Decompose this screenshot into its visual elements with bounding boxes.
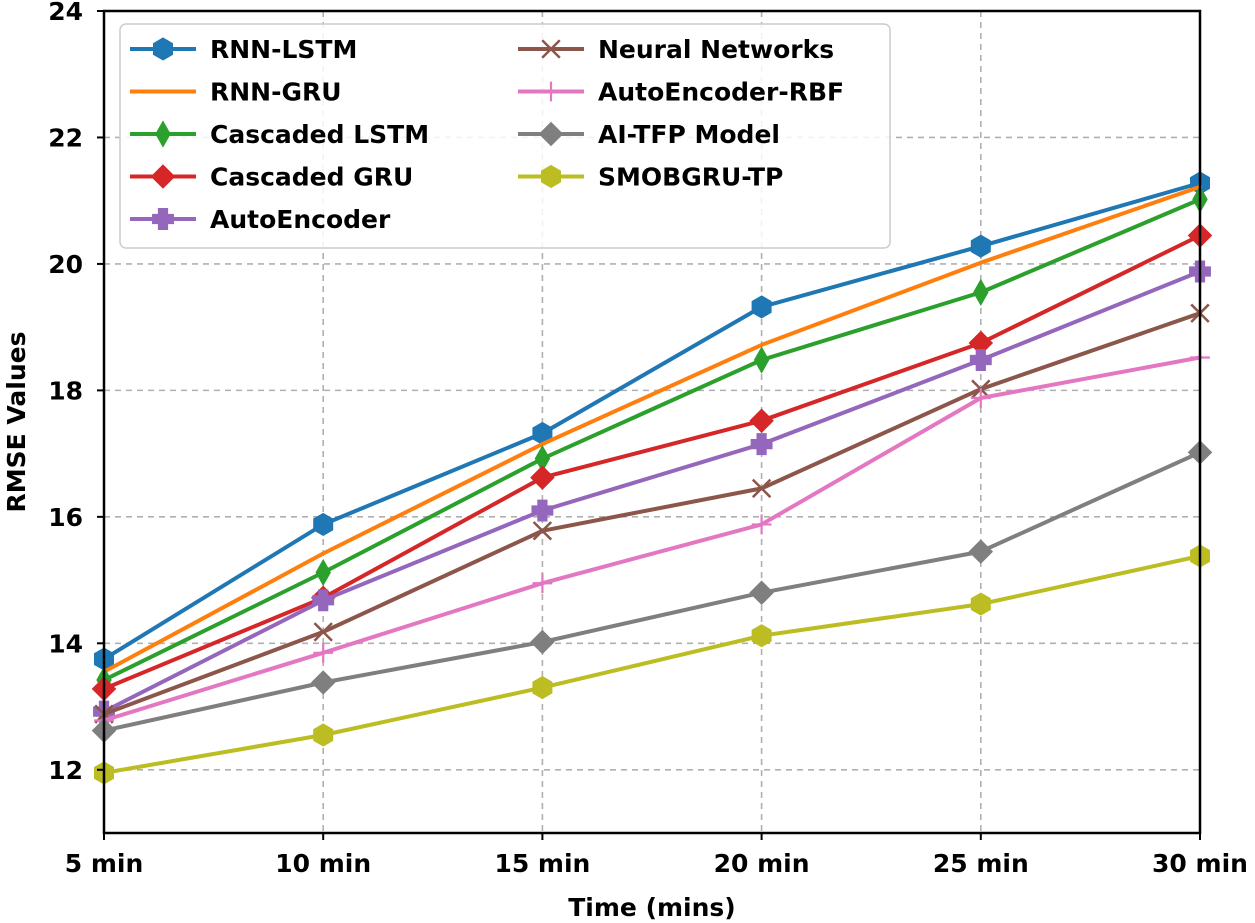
series-line: [102, 269, 1202, 714]
x-tick-label: 30 min: [1152, 849, 1248, 878]
legend-marker: [150, 164, 176, 189]
legend-marker: [152, 208, 174, 230]
x-tick-label: 25 min: [933, 849, 1029, 878]
legend-marker: [153, 37, 173, 61]
series-line: [102, 450, 1202, 733]
series-line: [102, 554, 1202, 775]
data-point: [310, 670, 336, 695]
data-point: [968, 539, 994, 564]
data-point: [530, 629, 555, 655]
y-tick-label: 14: [48, 629, 83, 658]
x-tick-label: 15 min: [494, 849, 590, 878]
legend-item: AutoEncoder: [130, 205, 391, 234]
y-tick-label: 12: [48, 756, 83, 785]
y-tick-label: 22: [48, 123, 83, 152]
plot-frame: [102, 9, 1202, 835]
y-tick-label: 18: [48, 376, 83, 405]
axes: 5 min 10 min 15 min 20 min 25 min 30 min 12 14 1…: [48, 0, 1248, 878]
data-point: [751, 624, 772, 648]
data-point: [970, 592, 991, 616]
data-point: [532, 573, 553, 594]
data-point: [969, 349, 992, 371]
data-point: [315, 558, 331, 587]
data-point: [313, 642, 334, 663]
legend-label: RNN-GRU: [210, 78, 342, 107]
series-line: [102, 184, 1202, 674]
legend-item: AutoEncoder-RBF: [518, 78, 844, 107]
legend-marker: [541, 39, 561, 59]
legend-item: SMOBGRU-TP: [518, 163, 783, 192]
series-cascaded-gru: [91, 223, 1213, 702]
data-point: [749, 580, 774, 605]
legend-label: AI-TFP Model: [598, 120, 780, 149]
x-axis-label: Time (mins): [568, 893, 735, 922]
data-point: [751, 478, 772, 499]
x-tick-label: 20 min: [714, 849, 810, 878]
series-rnn-lstm: [94, 171, 1210, 671]
legend-label: AutoEncoder-RBF: [598, 78, 844, 107]
legend-marker: [541, 81, 561, 102]
y-tick-label: 16: [48, 503, 83, 532]
data-point: [532, 676, 553, 700]
legend-label: Neural Networks: [598, 35, 834, 64]
data-point: [749, 408, 774, 433]
data-point: [750, 433, 773, 456]
x-tick-label: 5 min: [65, 849, 144, 878]
legend-item: Cascaded LSTM: [130, 120, 429, 149]
series-smobgru-tp: [94, 544, 1210, 785]
data-point: [751, 514, 772, 535]
data-point: [313, 512, 334, 536]
legend-marker: [155, 120, 171, 148]
series-line: [102, 311, 1202, 717]
legend-item: RNN-LSTM: [130, 35, 357, 64]
data-point: [751, 295, 772, 319]
legend-label: SMOBGRU-TP: [598, 163, 783, 192]
legend-marker: [538, 121, 564, 147]
data-point: [973, 278, 989, 307]
x-tick-label: 10 min: [275, 849, 371, 878]
legend-item: RNN-GRU: [130, 78, 342, 107]
legend: RNN-LSTM RNN-GRU Cascaded LSTM Cascaded GRU…: [119, 23, 891, 249]
legend-label: Cascaded GRU: [210, 163, 413, 192]
series-line: [102, 181, 1202, 662]
y-tick-label: 24: [48, 0, 83, 26]
legend-item: AI-TFP Model: [518, 120, 780, 149]
series-layer: [91, 171, 1213, 785]
series-line: [102, 197, 1202, 682]
legend-item: Cascaded GRU: [130, 163, 413, 192]
data-point: [313, 723, 334, 747]
y-tick-label: 20: [48, 250, 83, 279]
series-rnn-gru: [102, 184, 1202, 674]
legend-label: Cascaded LSTM: [210, 120, 429, 149]
legend-label: AutoEncoder: [210, 205, 391, 234]
legend-marker: [541, 164, 561, 189]
series-autoencoder: [93, 260, 1211, 723]
series-line: [102, 355, 1202, 723]
y-axis-label: RMSE Values: [2, 332, 31, 513]
legend-item: Neural Networks: [518, 35, 834, 64]
data-point: [531, 499, 554, 522]
legend-box: [119, 23, 891, 249]
data-point: [312, 589, 335, 612]
series-line: [102, 233, 1202, 691]
series-autoencoder-rbf: [94, 347, 1210, 731]
data-point: [530, 465, 555, 490]
legend-label: RNN-LSTM: [210, 35, 357, 64]
data-point: [313, 622, 333, 642]
data-point: [532, 521, 553, 541]
data-point: [970, 388, 991, 408]
data-point: [753, 346, 770, 374]
data-point: [970, 234, 991, 258]
